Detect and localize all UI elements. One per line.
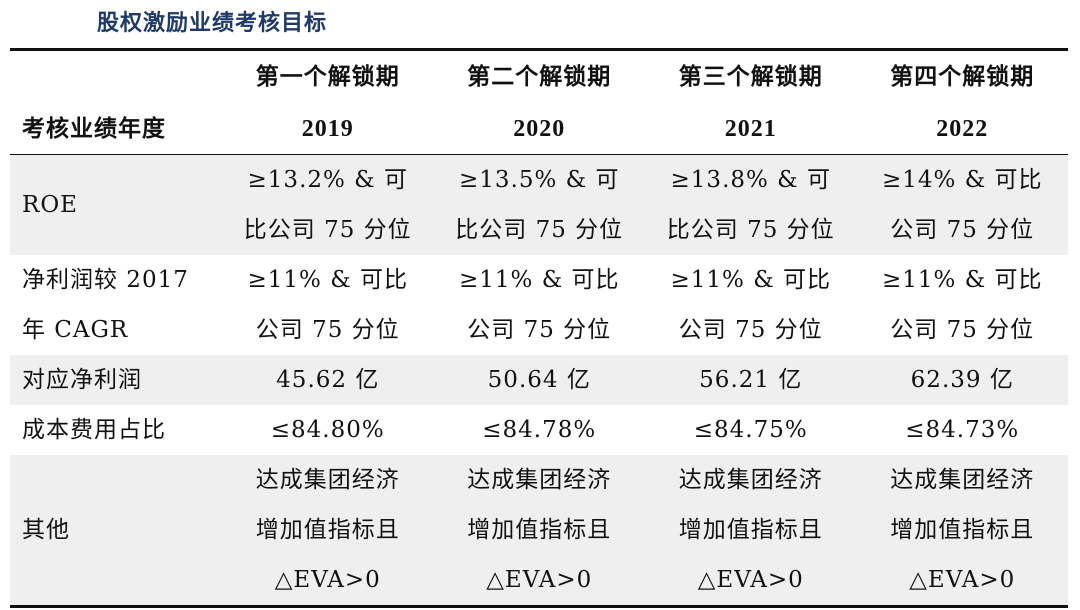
row-label-line: ROE	[22, 192, 78, 218]
cell-line: △EVA>0	[697, 567, 804, 593]
cell-line: 增加值指标且	[890, 517, 1035, 543]
table-cell: ≤84.80%	[270, 417, 385, 443]
cell-line: 公司 75 分位	[467, 317, 612, 343]
cell-line: 公司 75 分位	[678, 317, 823, 343]
table-cell: 62.39 亿	[910, 367, 1014, 393]
cell-line: 公司 75 分位	[890, 217, 1035, 243]
header-row-years: 考核业绩年度 2019 2020 2021 2022	[10, 103, 1068, 155]
header-row-periods: 第一个解锁期 第二个解锁期 第三个解锁期 第四个解锁期	[10, 51, 1068, 103]
row-label: 对应净利润	[10, 355, 222, 405]
cell-line: ≥13.8% & 可	[670, 167, 831, 193]
table-row-other: 其他 达成集团经济 增加值指标且 △EVA>0 达成集团经济 增加值指标且 △E…	[10, 455, 1068, 605]
header-year: 2021	[724, 115, 777, 142]
header-year: 2019	[301, 115, 354, 142]
table-cell: ≥11% & 可比 公司 75 分位	[222, 255, 434, 355]
cell-line: ≥11% & 可比	[882, 267, 1043, 293]
year-label: 考核业绩年度	[22, 115, 166, 142]
table-cell: 50.64 亿	[487, 367, 591, 393]
cell-line: 比公司 75 分位	[243, 217, 412, 243]
table-cell: ≥14% & 可比 公司 75 分位	[857, 155, 1069, 255]
row-label-line: 其他	[22, 517, 70, 543]
table-cell: ≤84.78%	[482, 417, 597, 443]
cell-line: 增加值指标且	[678, 517, 823, 543]
table-cell: ≥11% & 可比 公司 75 分位	[857, 255, 1069, 355]
header-period: 第一个解锁期	[255, 64, 400, 90]
cell-line: 公司 75 分位	[255, 317, 400, 343]
table-row-net-profit: 对应净利润 45.62 亿 50.64 亿 56.21 亿 62.39 亿	[10, 355, 1068, 405]
cell-line: 增加值指标且	[255, 517, 400, 543]
header-year: 2022	[936, 115, 989, 142]
cell-line: 增加值指标且	[467, 517, 612, 543]
performance-target-table: 第一个解锁期 第二个解锁期 第三个解锁期 第四个解锁期 考核业绩年度 2019 …	[10, 48, 1068, 608]
cell-line: ≥13.2% & 可	[247, 167, 408, 193]
row-label-line: 对应净利润	[22, 367, 142, 393]
cell-line: ≥11% & 可比	[670, 267, 831, 293]
cell-line: ≥11% & 可比	[459, 267, 620, 293]
row-label-line: 成本费用占比	[22, 417, 166, 443]
table-cell: 达成集团经济 增加值指标且 △EVA>0	[222, 455, 434, 605]
table-cell: 达成集团经济 增加值指标且 △EVA>0	[645, 455, 857, 605]
cell-line: 比公司 75 分位	[455, 217, 624, 243]
row-label: 成本费用占比	[10, 405, 222, 455]
header-year: 2020	[513, 115, 566, 142]
table-row-cost-ratio: 成本费用占比 ≤84.80% ≤84.78% ≤84.75% ≤84.73%	[10, 405, 1068, 455]
cell-line: 达成集团经济	[678, 467, 823, 493]
table-cell: ≥11% & 可比 公司 75 分位	[434, 255, 646, 355]
row-label-line: 净利润较 2017	[22, 267, 189, 293]
table-cell: 达成集团经济 增加值指标且 △EVA>0	[857, 455, 1069, 605]
row-label: ROE	[10, 155, 222, 255]
table-title: 股权激励业绩考核目标	[97, 11, 328, 36]
header-period: 第三个解锁期	[678, 64, 823, 90]
table-cell: ≥13.2% & 可 比公司 75 分位	[222, 155, 434, 255]
table-row-roe: ROE ≥13.2% & 可 比公司 75 分位 ≥13.5% & 可 比公司 …	[10, 155, 1068, 255]
table-row-net-profit-cagr: 净利润较 2017 年 CAGR ≥11% & 可比 公司 75 分位 ≥11%…	[10, 255, 1068, 355]
table-cell: 达成集团经济 增加值指标且 △EVA>0	[434, 455, 646, 605]
row-label: 净利润较 2017 年 CAGR	[10, 255, 222, 355]
table-cell: ≤84.73%	[905, 417, 1020, 443]
cell-line: ≥13.5% & 可	[459, 167, 620, 193]
table-cell: ≥13.5% & 可 比公司 75 分位	[434, 155, 646, 255]
cell-line: △EVA>0	[909, 567, 1016, 593]
row-label-line: 年 CAGR	[22, 317, 129, 343]
cell-line: △EVA>0	[274, 567, 381, 593]
cell-line: 达成集团经济	[467, 467, 612, 493]
cell-line: 达成集团经济	[255, 467, 400, 493]
table-cell: ≥13.8% & 可 比公司 75 分位	[645, 155, 857, 255]
header-corner-cell	[10, 51, 222, 103]
table-cell: ≥11% & 可比 公司 75 分位	[645, 255, 857, 355]
cell-line: ≥14% & 可比	[882, 167, 1043, 193]
header-period: 第四个解锁期	[890, 64, 1035, 90]
cell-line: 达成集团经济	[890, 467, 1035, 493]
table-cell: ≤84.75%	[693, 417, 808, 443]
table-cell: 45.62 亿	[276, 367, 380, 393]
header-period: 第二个解锁期	[467, 64, 612, 90]
cell-line: 公司 75 分位	[890, 317, 1035, 343]
cell-line: 比公司 75 分位	[666, 217, 835, 243]
table-cell: 56.21 亿	[699, 367, 803, 393]
cell-line: △EVA>0	[486, 567, 593, 593]
cell-line: ≥11% & 可比	[247, 267, 408, 293]
row-label: 其他	[10, 455, 222, 605]
